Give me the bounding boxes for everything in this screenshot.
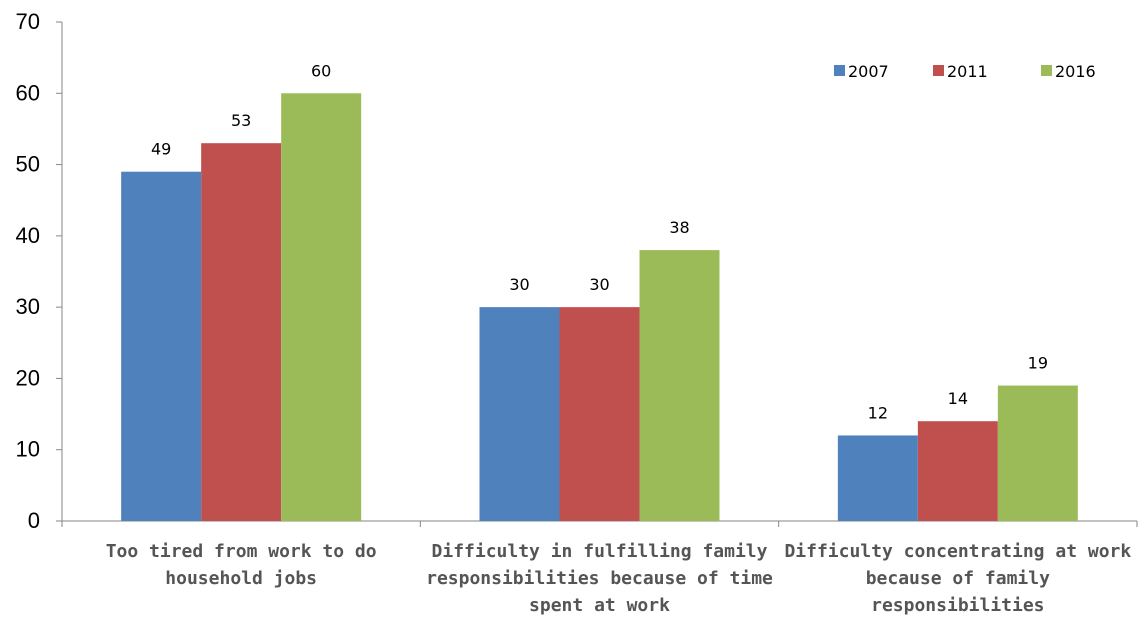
bars <box>121 93 1078 522</box>
y-tick-label: 60 <box>16 80 40 105</box>
y-tick-label: 40 <box>16 223 40 248</box>
category-label-line: because of family <box>866 568 1050 589</box>
y-tick-label: 20 <box>16 365 40 390</box>
legend-swatch-2011 <box>933 65 944 76</box>
data-label: 53 <box>231 111 251 130</box>
data-label: 14 <box>948 389 968 408</box>
bar-2011 <box>917 421 998 521</box>
y-tick-label: 10 <box>16 437 40 462</box>
data-label: 19 <box>1028 354 1048 373</box>
data-label: 38 <box>669 218 689 237</box>
bar-2007 <box>479 307 560 521</box>
data-labels: 49 53 60 30 30 38 12 14 19 <box>151 61 1048 422</box>
legend-label: 2011 <box>947 62 988 81</box>
bar-2011 <box>559 307 640 521</box>
data-label: 30 <box>589 275 609 294</box>
category-label-line: Too tired from work to do <box>106 541 377 562</box>
legend-swatch-2016 <box>1041 65 1052 76</box>
category-label-line: responsibilities because of time <box>426 568 773 589</box>
bar-2007 <box>837 435 918 521</box>
category-labels: Too tired from work to do household jobs D… <box>106 541 1132 616</box>
bar-2016 <box>639 250 720 521</box>
y-tick-label: 0 <box>28 508 40 533</box>
category-label-line: responsibilities <box>871 595 1044 616</box>
legend-swatch-2007 <box>834 65 845 76</box>
data-label: 60 <box>311 61 331 80</box>
bar-2016 <box>281 93 362 522</box>
bar-2007 <box>121 171 202 521</box>
y-tick-label: 70 <box>16 9 40 34</box>
category-label-line: Difficulty concentrating at work <box>784 541 1131 562</box>
legend-label: 2007 <box>848 62 889 81</box>
category-label-line: Difficulty in fulfilling family <box>432 541 768 562</box>
x-axis <box>61 520 1138 527</box>
y-tick-label: 50 <box>16 152 40 177</box>
legend: 2007 2011 2016 <box>834 62 1096 81</box>
y-axis: 0 10 20 30 40 50 60 70 <box>16 9 63 533</box>
category-label-line: spent at work <box>529 595 670 616</box>
category-label-line: household jobs <box>165 568 317 589</box>
legend-label: 2016 <box>1055 62 1096 81</box>
data-label: 30 <box>509 275 529 294</box>
data-label: 49 <box>151 140 171 159</box>
bar-2016 <box>997 385 1078 521</box>
bar-2011 <box>201 143 282 521</box>
data-label: 12 <box>868 403 888 422</box>
y-tick-label: 30 <box>16 294 40 319</box>
